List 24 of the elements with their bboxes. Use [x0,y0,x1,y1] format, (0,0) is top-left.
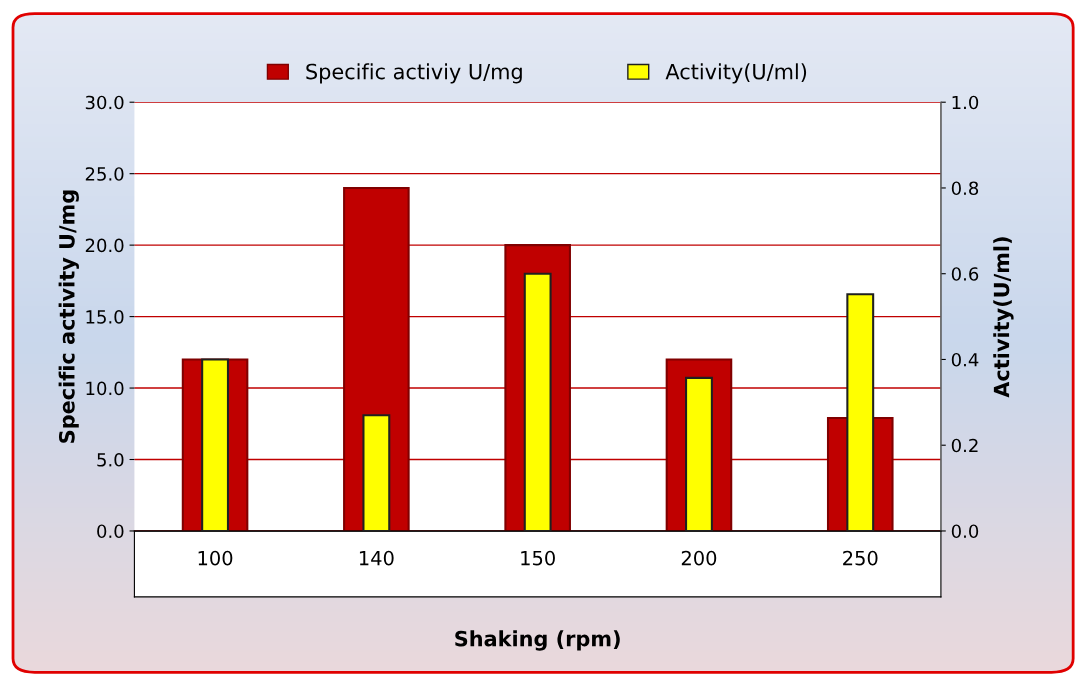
y-tick-label: 30.0 [85,95,124,110]
legend-label: Specific activiy U/mg [306,63,522,84]
y-tick-label: 0.0 [97,524,124,539]
y2-axis-title: Activity(U/ml) [993,237,1014,398]
y2-tick-label: 0.4 [951,352,979,367]
x-tick-label: 200 [681,550,717,566]
y2-tick-label: 0.2 [951,438,978,453]
y2-tick-label: 0.0 [951,524,979,539]
legend-label: Activity(U/ml) [665,63,807,84]
y2-tick-label: 0.6 [951,267,979,281]
y2-tick-label: 0.8 [951,181,979,196]
x-tick-label: 250 [843,550,878,566]
y-tick-label: 15.0 [86,310,124,324]
y-axis-title: Specific activity U/mg [58,190,79,443]
x-tick-label: 150 [521,550,555,566]
bar [362,414,391,531]
y-tick-label: 10.0 [86,381,124,396]
x-tick-label: 140 [359,550,394,566]
y-tick-label: 20.0 [85,238,124,253]
x-axis-title: Shaking (rpm) [455,630,620,651]
y-tick-label: 5.0 [97,452,124,467]
x-tick-label: 100 [198,550,233,566]
y2-tick-label: 1.0 [952,95,979,110]
y-tick-label: 25.0 [85,167,124,181]
